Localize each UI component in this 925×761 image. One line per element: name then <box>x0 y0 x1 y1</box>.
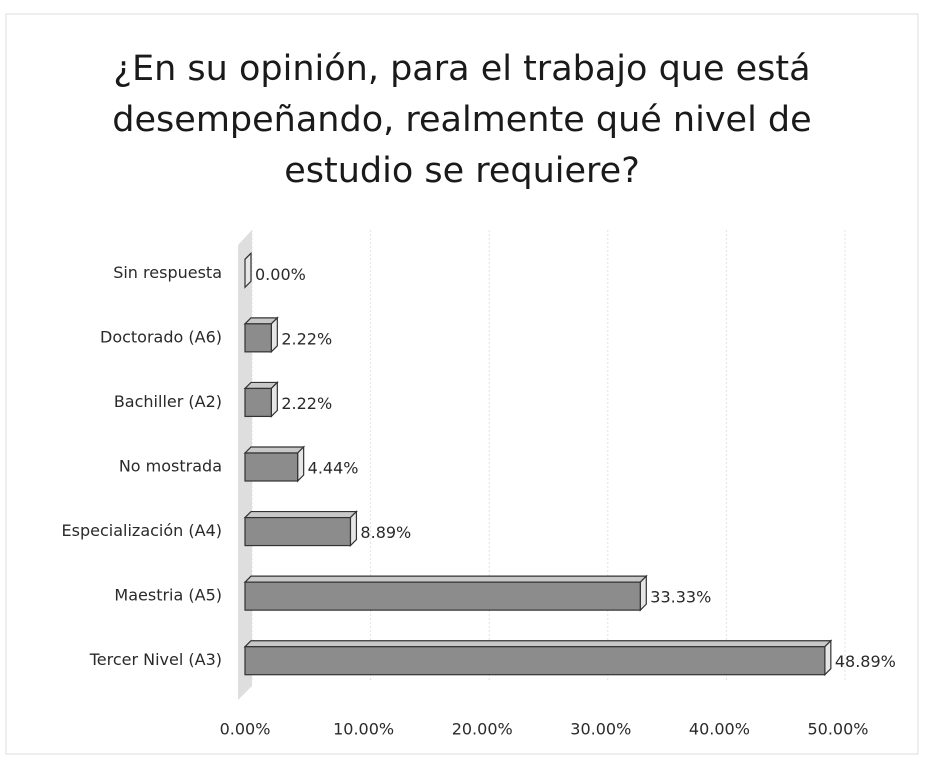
bar <box>244 452 299 482</box>
bar-top <box>243 640 833 648</box>
y-tick-label: Bachiller (A2) <box>114 392 222 411</box>
x-tick-label: 20.00% <box>452 720 513 739</box>
frame <box>5 13 919 755</box>
bar <box>244 323 272 353</box>
y-tick-label: Maestria (A5) <box>114 586 222 605</box>
bar <box>244 516 352 547</box>
y-tick-label: Tercer Nivel (A3) <box>89 650 222 669</box>
value-label: 48.89% <box>835 652 896 671</box>
x-tick-label: 30.00% <box>570 720 631 739</box>
bar-top <box>243 575 648 583</box>
value-label: 33.33% <box>650 588 711 607</box>
x-tick-label: 0.00% <box>220 720 271 739</box>
x-tick-label: 10.00% <box>333 720 394 739</box>
x-tick-label: 40.00% <box>689 720 750 739</box>
value-label: 2.22% <box>281 394 332 413</box>
x-tick-label: 50.00% <box>807 720 868 739</box>
bar-end <box>270 380 278 418</box>
bar <box>244 646 826 676</box>
bar <box>244 387 272 418</box>
bar-end <box>244 251 252 289</box>
y-tick-label: Doctorado (A6) <box>100 327 222 346</box>
value-label: 0.00% <box>255 265 306 284</box>
value-label: 2.22% <box>281 329 332 348</box>
bar-top <box>243 446 306 454</box>
bar-end <box>270 316 278 354</box>
value-label: 4.44% <box>308 459 359 478</box>
y-tick-label: Sin respuesta <box>113 263 222 282</box>
bar-end <box>349 510 358 548</box>
value-label: 8.89% <box>360 523 411 542</box>
y-tick-label: Especialización (A4) <box>62 521 222 540</box>
bar-end <box>824 639 832 677</box>
bar-end <box>297 445 305 483</box>
bar-end <box>639 574 647 612</box>
bar-top <box>243 510 358 519</box>
chart-title: ¿En su opinión, para el trabajo que está… <box>112 49 812 191</box>
y-tick-label: No mostrada <box>119 457 222 476</box>
bar <box>244 581 641 611</box>
